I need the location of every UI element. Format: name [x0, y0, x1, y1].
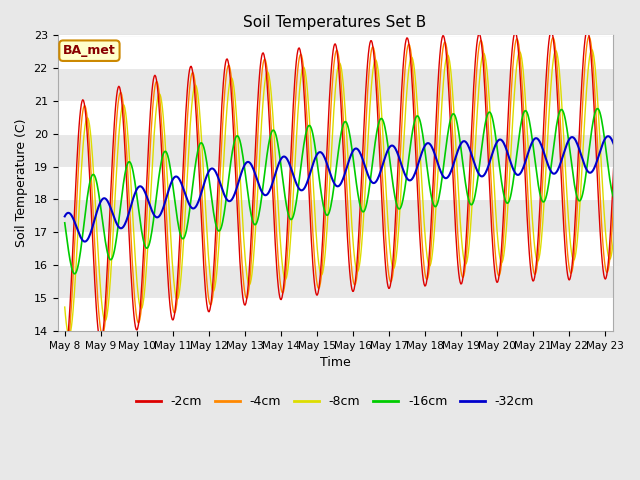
- Bar: [58, 298, 612, 331]
- Bar: [58, 36, 612, 68]
- Text: BA_met: BA_met: [63, 44, 116, 57]
- Bar: [58, 134, 612, 167]
- Y-axis label: Soil Temperature (C): Soil Temperature (C): [15, 119, 28, 247]
- Bar: [58, 200, 612, 232]
- Bar: [58, 232, 612, 265]
- Legend: -2cm, -4cm, -8cm, -16cm, -32cm: -2cm, -4cm, -8cm, -16cm, -32cm: [131, 390, 540, 413]
- Bar: [58, 167, 612, 200]
- Bar: [58, 68, 612, 101]
- Bar: [58, 101, 612, 134]
- Bar: [58, 265, 612, 298]
- X-axis label: Time: Time: [319, 356, 350, 369]
- Title: Soil Temperatures Set B: Soil Temperatures Set B: [243, 15, 427, 30]
